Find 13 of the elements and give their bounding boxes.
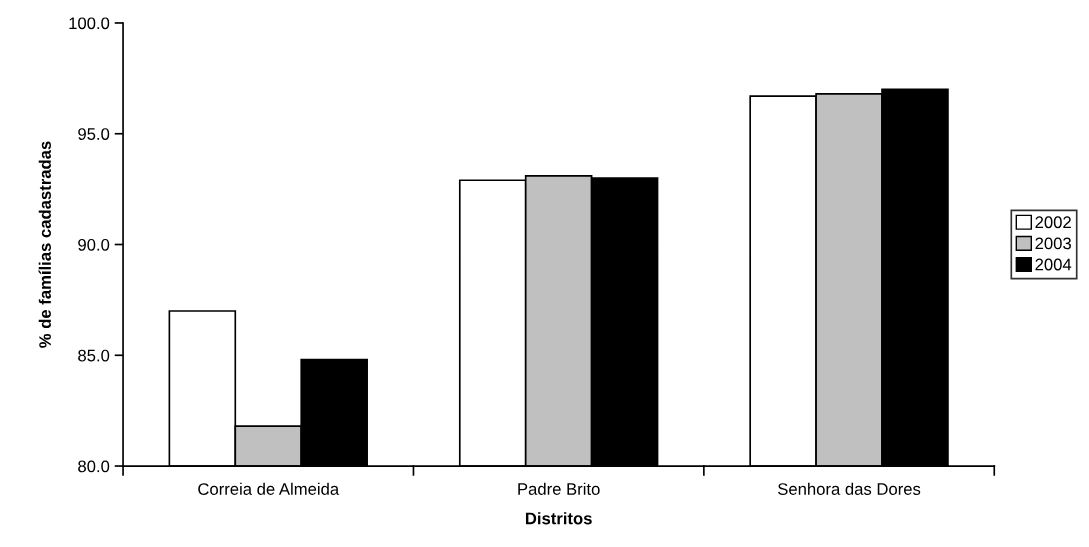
legend-label: 2004 — [1035, 258, 1072, 271]
y-axis-title: % de famílias cadastradas — [38, 141, 51, 348]
x-tick-label: Senhora das Dores — [778, 482, 921, 495]
x-tick-label: Correia de Almeida — [198, 482, 340, 495]
y-tick-label: 95.0 — [78, 128, 110, 140]
y-tick-label: 80.0 — [78, 460, 110, 473]
legend-label: 2002 — [1035, 216, 1071, 229]
x-tick-label: Padre Brito — [518, 482, 600, 495]
legend-label: 2003 — [1035, 237, 1071, 250]
y-tick-label: 90.0 — [78, 238, 110, 251]
y-tick-label: 100.0 — [69, 17, 110, 30]
y-tick-label: 85.0 — [78, 349, 110, 362]
x-axis-title: Distritos — [525, 512, 592, 525]
